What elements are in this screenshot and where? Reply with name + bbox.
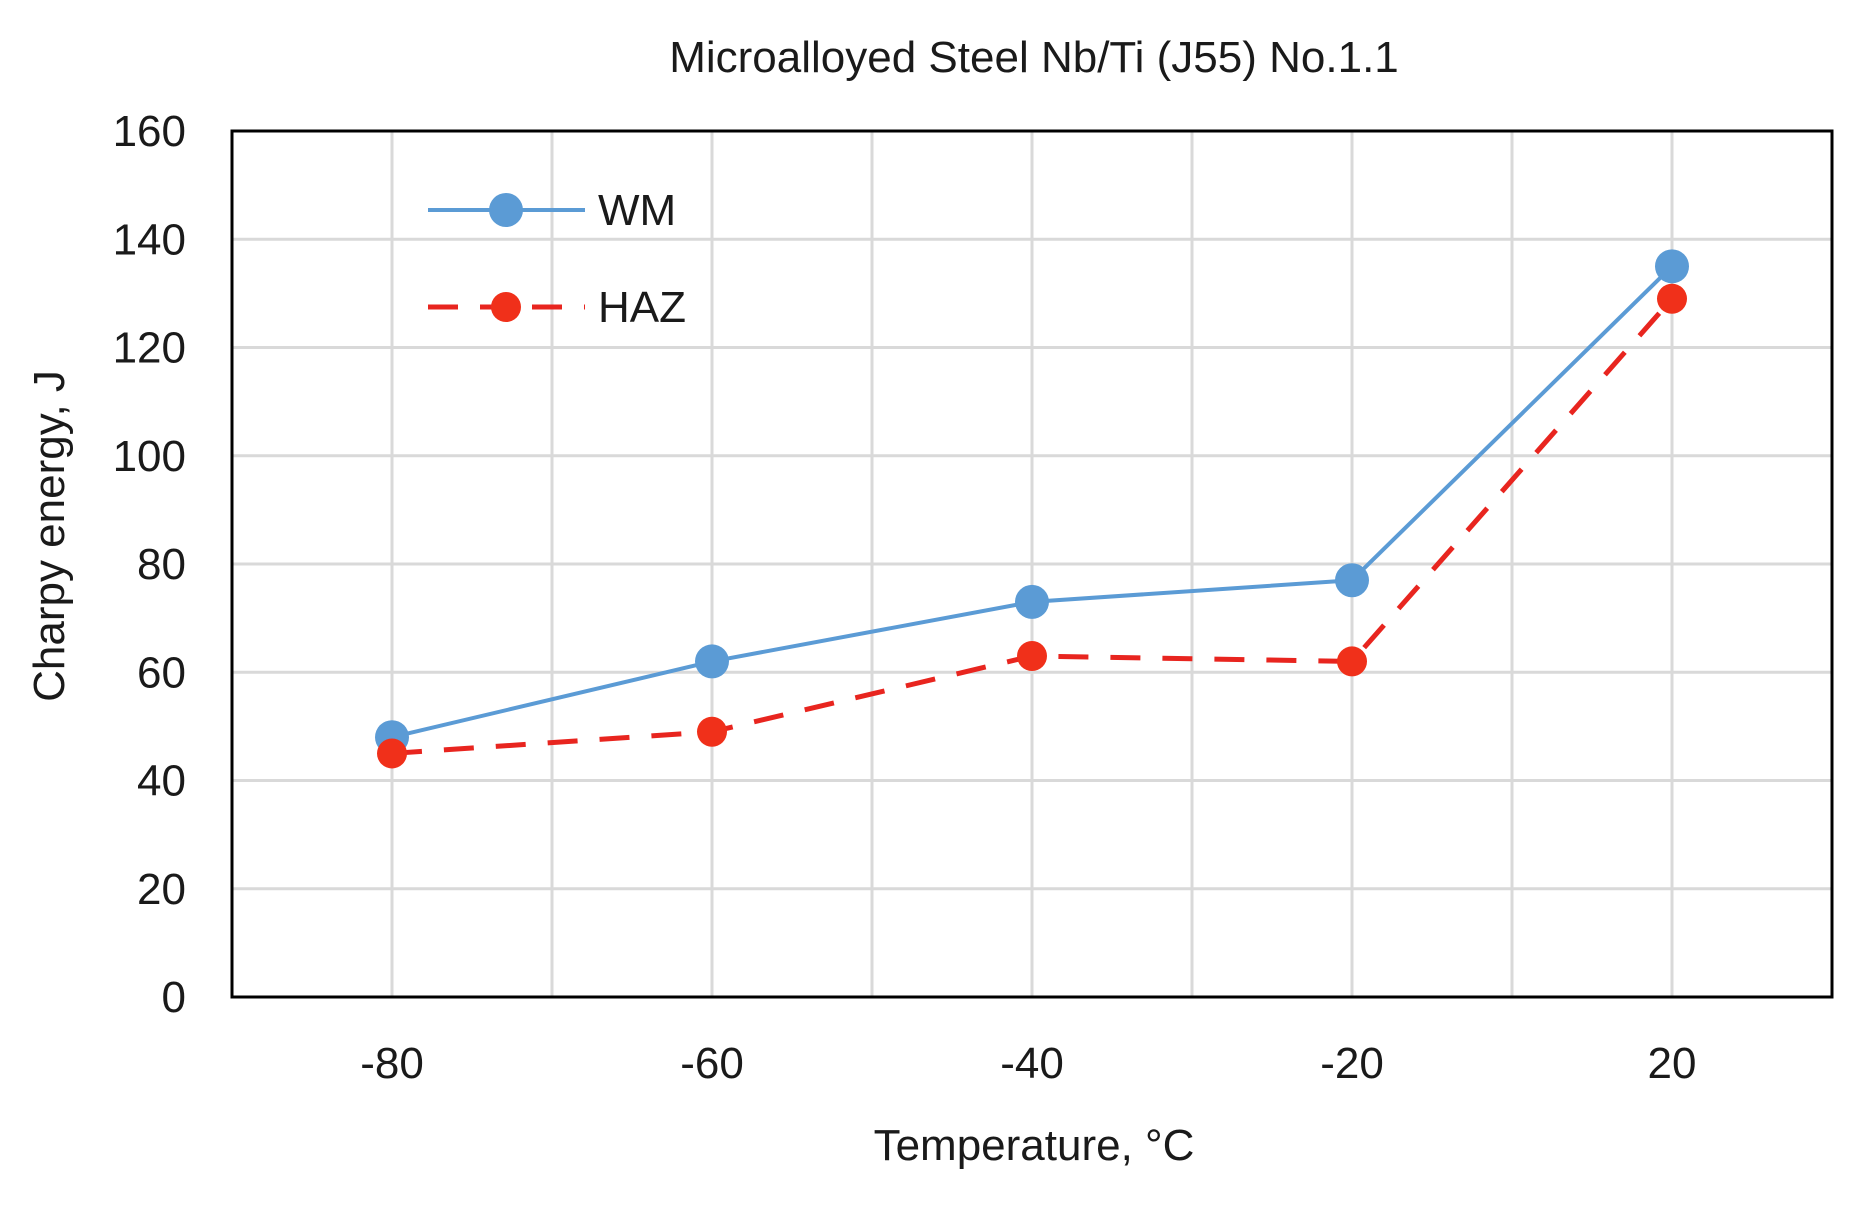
data-point-haz-1 [697,716,727,747]
y-tick-label-120: 120 [113,324,186,373]
y-tick-label-140: 140 [113,215,186,264]
x-tick-label-0: -80 [360,1039,424,1088]
plot-frame [230,129,1834,999]
x-tick-label-3: -20 [1320,1039,1384,1088]
y-tick-label-40: 40 [137,757,186,806]
x-axis-ticks: -80 -60 -40 -20 20 [360,1039,1696,1088]
x-tick-label-4: 20 [1648,1039,1697,1088]
y-tick-label-80: 80 [137,540,186,589]
data-point-haz-4 [1657,283,1687,314]
legend-marker-haz [491,292,521,322]
grid [232,131,1832,997]
data-point-haz-2 [1017,641,1047,672]
x-tick-label-2: -40 [1000,1039,1064,1088]
data-point-wm-4 [1655,249,1689,284]
data-point-wm-2 [1015,584,1049,619]
x-axis-label: Temperature, °C [874,1121,1195,1170]
y-tick-label-100: 100 [113,432,186,481]
data-point-wm-3 [1335,563,1369,598]
chart-title: Microalloyed Steel Nb/Ti (J55) No.1.1 [669,33,1399,82]
y-axis-ticks: 0 20 40 60 80 100 120 140 160 [113,107,186,1022]
data-point-haz-3 [1337,646,1367,677]
data-point-haz-0 [377,738,407,769]
y-tick-label-0: 0 [162,973,186,1022]
legend-label-haz: HAZ [598,283,686,332]
y-axis-label: Charpy energy, J [25,370,74,702]
series-layer [375,249,1689,769]
legend-item-wm: WM [428,186,676,235]
data-point-wm-1 [695,644,729,679]
y-tick-label-20: 20 [137,865,186,914]
legend: WM HAZ [428,186,686,332]
y-tick-label-160: 160 [113,107,186,156]
legend-label-wm: WM [598,186,676,235]
x-tick-label-1: -60 [680,1039,744,1088]
legend-item-haz: HAZ [428,283,686,332]
y-tick-label-60: 60 [137,648,186,697]
legend-marker-wm [489,193,523,227]
